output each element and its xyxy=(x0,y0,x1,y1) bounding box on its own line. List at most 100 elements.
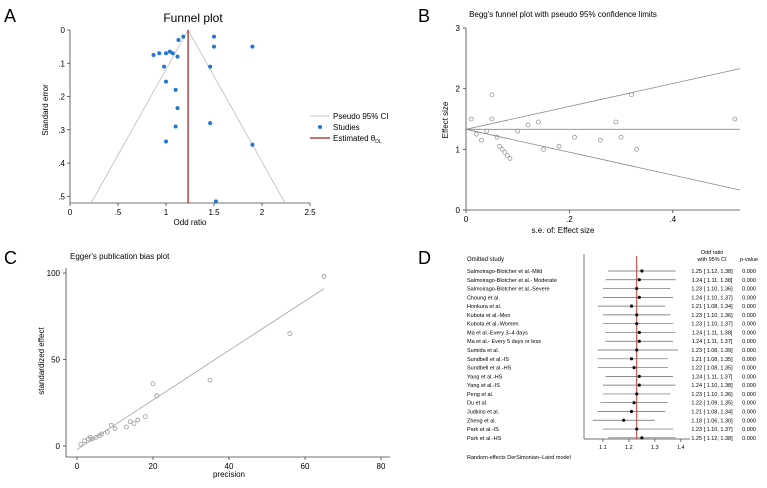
panel-a-study-point xyxy=(151,52,156,57)
panel-b-study-point xyxy=(473,131,479,137)
panel-c-egger-plot: C Egger's publication bias plot 0 50 100 0… xyxy=(4,248,390,479)
panel-a-y-label: Standard error xyxy=(41,84,50,136)
panel-c-study-point xyxy=(131,421,137,426)
panel-d-study-name: Zheng et al. xyxy=(467,418,497,424)
panel-b-study-point xyxy=(535,119,541,125)
panel-a-study-point xyxy=(212,44,216,49)
panel-d-point-estimate xyxy=(632,365,636,370)
panel-c-x-label: precision xyxy=(213,470,245,479)
legend-ci-label: Pseudo 95% CI xyxy=(333,112,389,121)
panel-a-study-point xyxy=(167,49,172,54)
panel-a-y-tick-label: .2 xyxy=(58,93,65,102)
panel-b-study-point xyxy=(497,143,503,149)
panel-d-x-ticks: 1.1 1.2 1.3 1.4 xyxy=(599,439,685,451)
panel-d-point-estimate xyxy=(640,269,644,273)
panel-a-letter: A xyxy=(4,6,16,26)
panel-a-title: Funnel plot xyxy=(163,11,223,25)
panel-a-y-tick-label: .5 xyxy=(58,192,65,201)
panel-d-p-value: 0.000 xyxy=(742,278,756,284)
panel-d-forest-plot: D Omitted study Odd ratio with 95% CI p-… xyxy=(418,248,758,461)
panel-b-study-point xyxy=(494,134,500,140)
panel-d-x-tick-label: 1.4 xyxy=(677,445,685,451)
panel-d-or-label: 1.23 [ 1.10, 1.36] xyxy=(691,287,733,293)
panel-a-study-point xyxy=(208,121,213,126)
panel-d-point-estimate xyxy=(632,401,636,405)
panel-d-p-value: 0.000 xyxy=(742,357,756,363)
panel-a-x-tick-label: .5 xyxy=(115,208,122,217)
panel-b-y-tick-label: 3 xyxy=(456,24,461,33)
panel-a-points xyxy=(151,34,255,204)
panel-b-study-point xyxy=(468,116,474,122)
panel-d-p-value: 0.000 xyxy=(742,304,756,310)
panel-a-study-point xyxy=(157,51,162,56)
panel-b-study-point xyxy=(502,149,508,155)
panel-d-footer: Random-effects DerSimonian–Laird model xyxy=(467,455,571,461)
panel-b-upper-limit-line xyxy=(465,68,741,130)
panel-a-x-tick-label: 1.5 xyxy=(208,208,220,217)
panel-a-x-tick-label: 2 xyxy=(260,208,265,217)
panel-c-y-label: standardized effect xyxy=(37,326,46,394)
panel-c-x-tick-label: 20 xyxy=(149,462,158,471)
panel-b-study-point xyxy=(613,119,619,125)
panel-c-study-point xyxy=(108,422,114,428)
panel-d-p-value: 0.000 xyxy=(742,287,756,293)
panel-b-study-point xyxy=(489,116,495,122)
panel-d-point-estimate xyxy=(637,330,641,335)
panel-b-study-point xyxy=(507,156,513,161)
panel-d-p-value: 0.000 xyxy=(742,295,756,301)
panel-c-points xyxy=(78,274,327,447)
panel-a-y-tick-label: .3 xyxy=(58,126,65,135)
panel-d-study-name: Sundbell et al.-IS xyxy=(467,357,509,363)
panel-a-x-tick-label: 0 xyxy=(68,208,73,217)
panel-a-study-point xyxy=(213,199,218,204)
panel-d-or-label: 1.24 [ 1.11, 1.38] xyxy=(692,330,733,336)
panel-d-study-name: Du et al. xyxy=(467,401,488,407)
panel-a-study-point xyxy=(173,87,178,92)
panel-b-study-point xyxy=(489,92,495,98)
panel-d-point-estimate xyxy=(637,374,641,378)
panel-a-study-point xyxy=(173,124,178,129)
panel-a-y-tick-label: .4 xyxy=(58,159,65,168)
panel-c-x-tick-label: 80 xyxy=(377,462,386,471)
panel-d-p-value: 0.000 xyxy=(742,313,756,319)
panel-a-ci-right-line xyxy=(187,29,286,204)
panel-c-study-point xyxy=(99,431,105,437)
panel-d-study-name: Ma et al.-Every 3–4 days xyxy=(467,330,528,336)
panel-c-study-point xyxy=(287,331,293,336)
panel-b-x-tick-label: 0 xyxy=(464,215,469,224)
panel-c-title: Egger's publication bias plot xyxy=(70,252,170,261)
panel-b-study-point xyxy=(484,128,490,134)
panel-d-or-label: 1.25 [ 1.12, 1.38] xyxy=(691,436,733,442)
panel-a-study-point xyxy=(164,51,168,56)
panel-a-study-point xyxy=(176,37,181,42)
panel-b-study-point xyxy=(629,92,634,98)
panel-a-study-point xyxy=(181,34,186,39)
panel-a-study-point xyxy=(164,139,168,144)
panel-c-study-point xyxy=(93,434,99,440)
panel-c-y-ticks: 0 50 100 xyxy=(47,269,66,451)
panel-d-or-label: 1.24 [ 1.11, 1.37] xyxy=(692,339,733,345)
panel-d-p-value: 0.000 xyxy=(742,269,756,275)
panel-b-x-tick-label: .4 xyxy=(669,215,676,224)
panel-d-p-value: 0.000 xyxy=(742,401,756,407)
panel-c-study-point xyxy=(207,377,213,383)
panel-d-or-label: 1.24 [ 1.10, 1.37] xyxy=(691,295,733,301)
panel-d-study-name: Judkins et al. xyxy=(467,409,500,415)
panel-c-x-tick-label: 60 xyxy=(301,462,310,471)
panel-a-funnel-plot: A Funnel plot 0.1.2.3.4.5 0.5 1 1.5 2 2.5 St… xyxy=(4,6,389,227)
panel-d-point-estimate xyxy=(635,348,639,352)
panel-c-study-point xyxy=(127,419,133,425)
panel-d-p-value: 0.000 xyxy=(742,374,756,380)
panel-a-ci-left-line xyxy=(90,29,189,204)
panel-d-p-value: 0.000 xyxy=(742,366,756,372)
panel-a-y-tick-label: .1 xyxy=(58,59,65,68)
panel-b-y-label: Effect size xyxy=(441,101,450,138)
panel-b-y-ticks: 0 1 2 3 xyxy=(456,24,466,215)
panel-b-study-point xyxy=(598,137,603,143)
panel-b-study-point xyxy=(732,116,738,122)
panel-d-study-name: Ma et al.- Every 5 days or less xyxy=(467,339,541,345)
panel-d-study-name: Kubota et al.-Men xyxy=(467,313,510,319)
panel-d-or-label: 1.21 [ 1.08, 1.35] xyxy=(691,357,733,363)
panel-b-study-point xyxy=(556,143,562,149)
panel-d-study-name: Park et al.-HS xyxy=(467,436,502,442)
